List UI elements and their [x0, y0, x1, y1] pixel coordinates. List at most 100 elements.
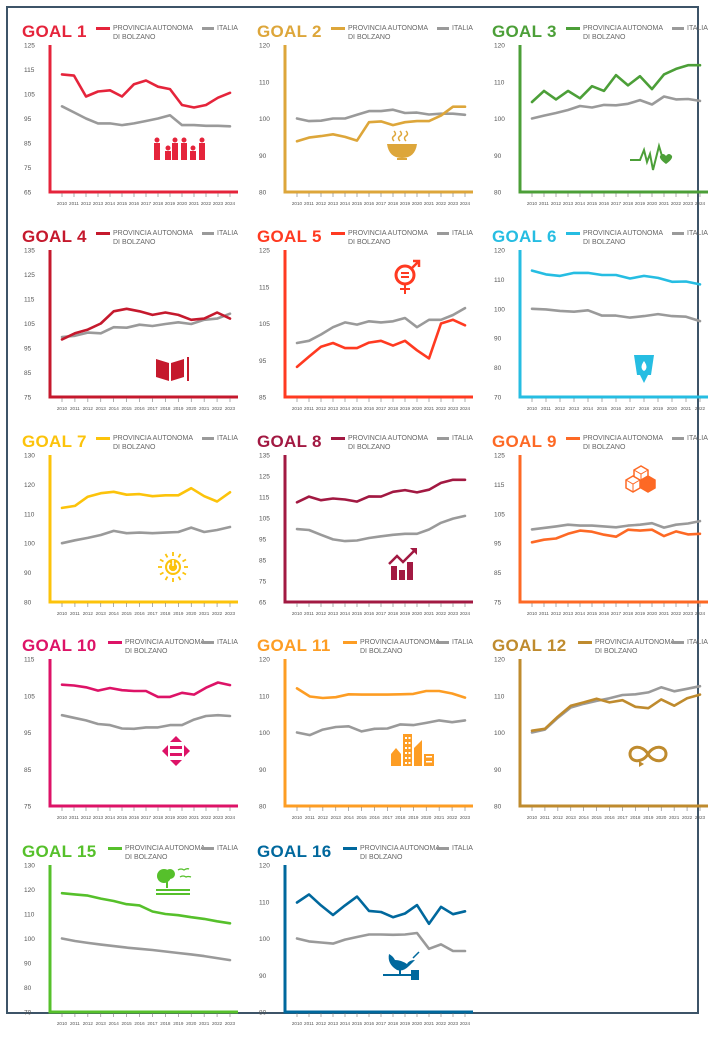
y-tick-label: 100	[259, 936, 270, 943]
y-tick-label: 110	[494, 79, 505, 86]
x-tick-label: 2015	[117, 815, 128, 820]
data-point-province	[416, 491, 418, 493]
data-point-italy	[126, 532, 128, 534]
data-point-province	[399, 693, 401, 695]
y-tick-label: 90	[259, 767, 267, 774]
data-point-province	[87, 895, 89, 897]
data-point-province	[368, 342, 370, 344]
data-point-italy	[61, 937, 63, 940]
data-point-italy	[164, 532, 166, 534]
legend-label-province: PROVINCIA AUTONOMA	[113, 230, 193, 237]
data-point-italy	[73, 111, 75, 113]
x-tick-label: 2018	[395, 815, 406, 820]
x-tick-label: 2011	[540, 815, 550, 820]
data-point-province	[673, 705, 675, 707]
data-point-italy	[87, 942, 89, 944]
data-point-italy	[591, 106, 593, 109]
data-point-province	[109, 687, 111, 689]
data-point-italy	[440, 943, 442, 945]
data-point-province	[452, 106, 454, 108]
x-tick-label: 2012	[551, 611, 562, 616]
x-tick-label: 2018	[160, 611, 171, 616]
data-point-province	[368, 910, 370, 912]
y-tick-label: 100	[24, 541, 35, 548]
data-point-italy	[608, 697, 611, 699]
x-tick-label: 2011	[539, 611, 549, 616]
chart-title: GOAL 7	[22, 432, 87, 451]
legend-label-italy: ITALIA	[217, 845, 238, 852]
data-point-italy	[100, 944, 102, 946]
legend-label-province: PROVINCIA AUTONOMA	[360, 639, 440, 646]
legend-label-italy: ITALIA	[217, 230, 238, 237]
legend-item-province: PROVINCIA AUTONOMA	[566, 24, 663, 33]
goal-chart-panel: GOAL 4 PROVINCIA AUTONOMA DI BOLZANO ITALIA…	[16, 223, 242, 423]
legend-label-province-line2: DI BOLZANO	[348, 239, 391, 246]
legend-item-province: PROVINCIA AUTONOMA	[578, 638, 675, 647]
data-point-province	[113, 900, 115, 902]
x-tick-label: 2010	[527, 201, 538, 206]
legend-item-province: PROVINCIA AUTONOMA	[343, 638, 440, 647]
data-point-province	[416, 349, 418, 351]
data-point-province	[543, 90, 545, 92]
x-tick-label: 2021	[189, 201, 200, 206]
series-line-province	[295, 893, 467, 926]
x-tick-label: 2024	[695, 611, 706, 616]
data-point-province	[356, 139, 358, 142]
data-point-province	[699, 283, 701, 285]
data-point-italy	[113, 945, 115, 947]
data-point-province	[567, 90, 569, 92]
data-point-province	[373, 694, 376, 696]
x-tick-label: 2014	[109, 611, 120, 616]
legend-swatch-italy	[672, 26, 684, 30]
legend-label-italy: ITALIA	[687, 25, 708, 32]
x-tick-label: 2014	[575, 611, 586, 616]
data-point-province	[74, 893, 76, 895]
data-point-italy	[686, 688, 688, 690]
data-point-province	[296, 140, 298, 142]
data-point-italy	[416, 932, 418, 934]
x-tick-label: 2020	[421, 815, 432, 820]
y-tick-label: 120	[494, 248, 505, 255]
x-tick-label: 2021	[434, 815, 445, 820]
data-point-province	[380, 120, 382, 123]
data-point-province	[591, 531, 593, 533]
legend-item-italy: ITALIA	[437, 434, 473, 443]
x-tick-label: 2021	[669, 815, 680, 820]
data-point-italy	[320, 534, 322, 536]
x-tick-label: 2011	[539, 201, 549, 206]
data-point-italy	[87, 331, 89, 334]
data-point-province	[545, 273, 547, 276]
data-point-province	[344, 904, 346, 907]
data-point-province	[608, 701, 611, 703]
data-point-province	[356, 896, 358, 898]
x-tick-label: 2023	[448, 406, 459, 411]
x-tick-label: 2013	[566, 815, 577, 820]
data-point-italy	[555, 525, 557, 528]
legend-label-italy: ITALIA	[687, 230, 708, 237]
data-point-italy	[392, 934, 394, 936]
data-point-italy	[416, 326, 418, 328]
data-point-italy	[157, 726, 159, 728]
data-point-province	[133, 83, 135, 85]
legend-item-province: PROVINCIA AUTONOMA	[96, 434, 193, 443]
data-point-province	[428, 120, 430, 122]
legend-swatch-province	[566, 231, 580, 235]
x-tick-label: 2023	[225, 406, 236, 411]
legend-label-province-line2: DI BOLZANO	[360, 648, 403, 655]
x-tick-label: 2012	[555, 406, 566, 411]
series-line-italy	[295, 931, 467, 953]
data-point-province	[203, 918, 205, 920]
legend-item-italy: ITALIA	[202, 434, 238, 443]
y-tick-label: 105	[24, 693, 35, 700]
chart-title: GOAL 2	[257, 22, 322, 41]
data-point-province	[169, 88, 171, 90]
y-tick-label: 115	[24, 657, 35, 664]
data-point-italy	[634, 693, 636, 695]
data-point-province	[404, 121, 406, 123]
series-line-province	[60, 73, 232, 109]
data-point-province	[555, 98, 557, 100]
data-point-italy	[657, 313, 659, 315]
data-point-province	[559, 275, 561, 277]
x-tick-label: 2010	[57, 201, 68, 206]
